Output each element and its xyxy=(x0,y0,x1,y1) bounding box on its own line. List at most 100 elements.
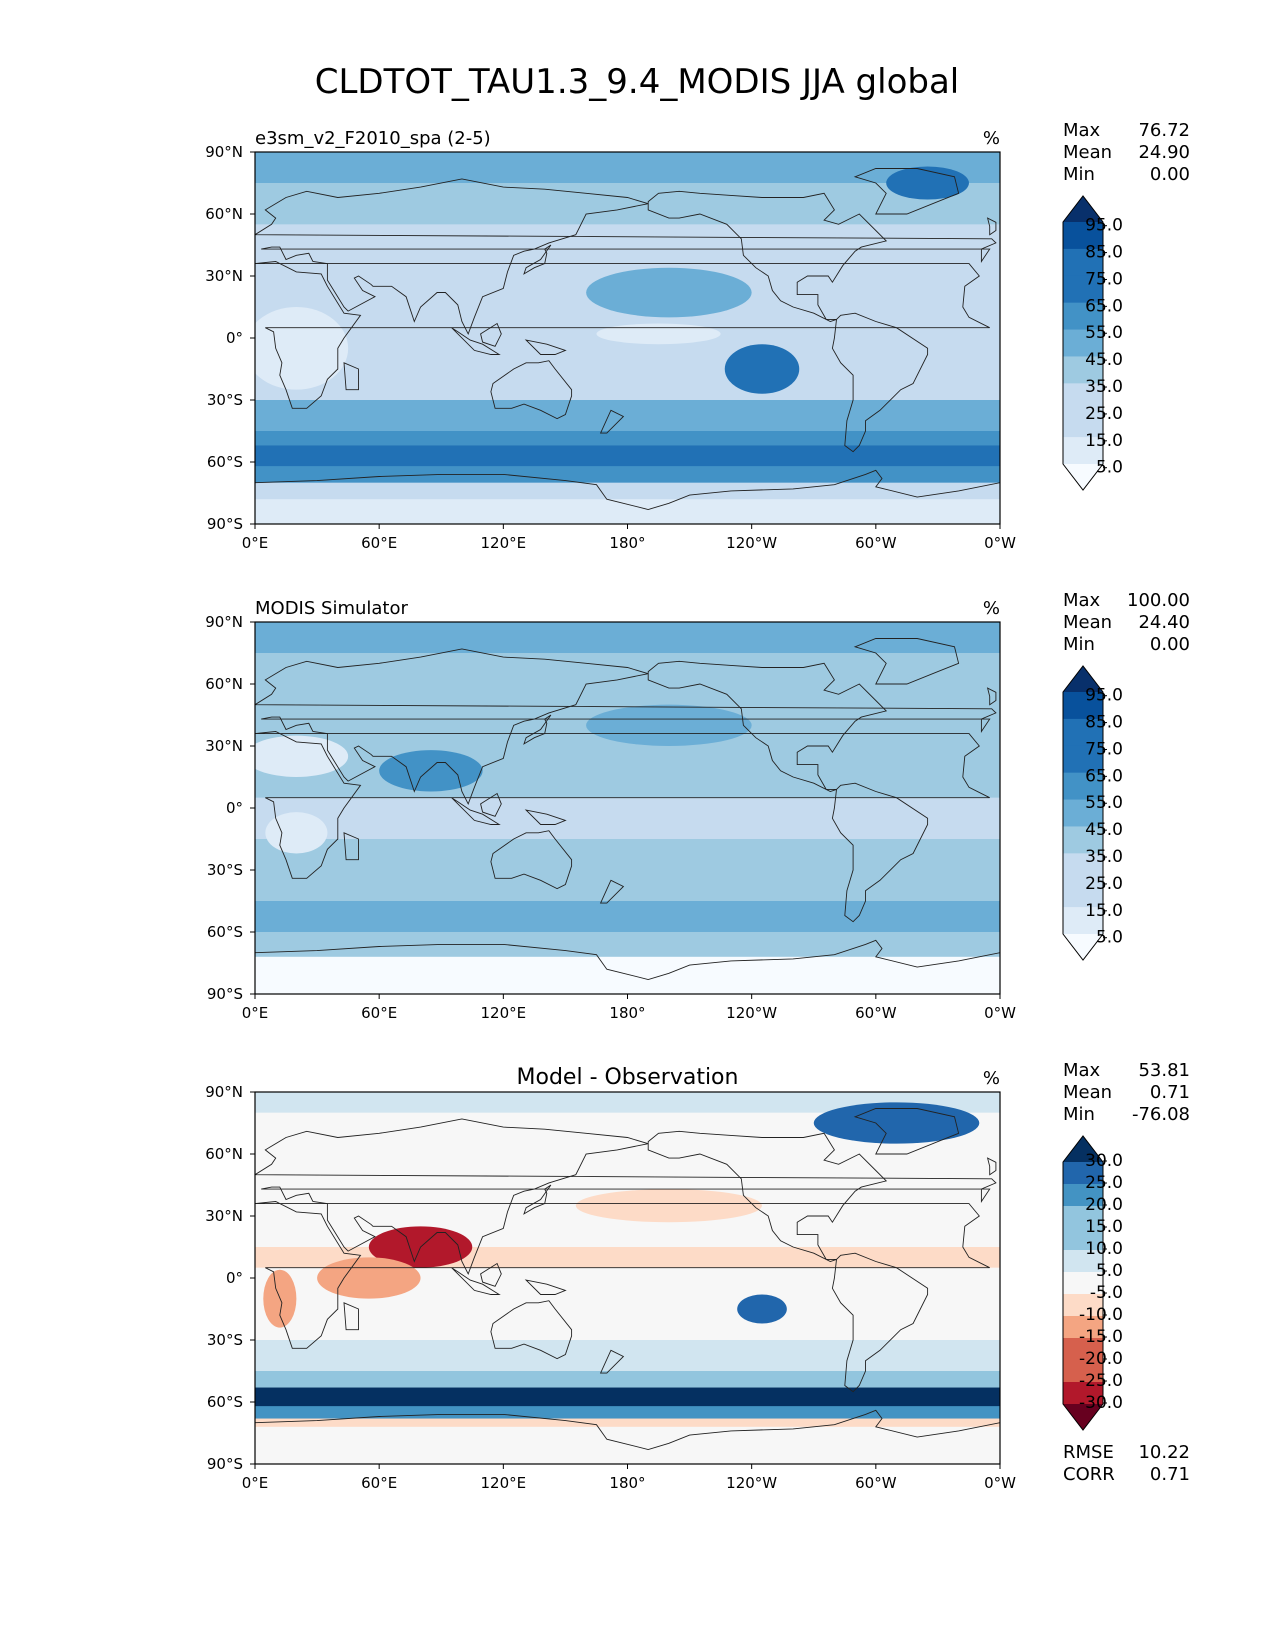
field-band xyxy=(255,152,1000,184)
figure-title: CLDTOT_TAU1.3_9.4_MODIS JJA global xyxy=(315,62,960,102)
lon-tick-label: 0°W xyxy=(984,1004,1016,1022)
coastline xyxy=(255,1118,997,1276)
field-band xyxy=(255,1092,1000,1114)
colorbar-tick-label: 15.0 xyxy=(1085,431,1123,451)
colorbar-tick-label: 5.0 xyxy=(1096,1261,1123,1281)
field-band xyxy=(255,622,1000,654)
colorbar-bin xyxy=(1063,302,1103,331)
field-feature xyxy=(317,1257,421,1299)
colorbar-bin xyxy=(1063,1250,1103,1273)
colorbar-extend-max xyxy=(1063,1136,1103,1162)
extra-stat-value: 0.71 xyxy=(1150,1464,1190,1485)
lon-tick-label: 0°E xyxy=(242,1004,269,1022)
lat-tick-label: 60°N xyxy=(205,1145,243,1163)
stat-label: Max xyxy=(1063,1060,1101,1081)
colorbar-tick-label: -10.0 xyxy=(1079,1305,1123,1325)
coastline xyxy=(255,1201,990,1349)
coastline xyxy=(599,1349,625,1374)
coastline xyxy=(986,217,997,236)
colorbar-bin xyxy=(1063,718,1103,747)
coastline xyxy=(986,687,997,706)
field-band xyxy=(255,1387,1000,1407)
field-band xyxy=(255,1340,1000,1372)
colorbar-tick-label: -30.0 xyxy=(1079,1393,1123,1413)
colorbar-tick-label: 85.0 xyxy=(1085,713,1123,733)
colorbar-tick-label: 25.0 xyxy=(1085,1173,1123,1193)
panel-3: Model - Observation % 90°N 60°N 30°N 0° 30°S 60… xyxy=(205,1060,1190,1492)
colorbar-bin xyxy=(1063,248,1103,277)
lon-tick-label: 120°E xyxy=(481,534,527,552)
coastline xyxy=(343,1302,359,1331)
stat-value: 100.00 xyxy=(1127,590,1190,611)
lat-tick-label: 90°S xyxy=(207,1455,243,1473)
field-band xyxy=(255,932,1000,958)
coastline xyxy=(451,327,501,355)
colorbar-tick-label: 10.0 xyxy=(1085,1239,1123,1259)
colorbar-outline xyxy=(1062,195,1104,491)
colorbar-outline xyxy=(1062,1135,1104,1431)
coastline xyxy=(255,731,990,879)
colorbar-tick-label: -25.0 xyxy=(1079,1371,1123,1391)
lat-tick-label: 90°N xyxy=(205,613,243,631)
lon-tick-label: 120°W xyxy=(726,1004,777,1022)
colorbar-bin xyxy=(1063,799,1103,827)
coastline xyxy=(853,1108,960,1155)
lon-tick-label: 60°E xyxy=(361,534,397,552)
coastline xyxy=(490,830,573,890)
lon-tick-label: 180° xyxy=(609,1004,645,1022)
lon-tick-label: 60°W xyxy=(855,1004,897,1022)
lat-tick-label: 90°S xyxy=(207,515,243,533)
coastline xyxy=(451,797,501,825)
field-band xyxy=(255,839,1000,871)
colorbar-bin xyxy=(1063,1228,1103,1251)
stat-label: Min xyxy=(1063,1104,1095,1125)
lon-tick-label: 60°E xyxy=(361,1474,397,1492)
colorbar-tick-label: 65.0 xyxy=(1085,296,1123,316)
lon-tick-label: 180° xyxy=(609,1474,645,1492)
field-feature xyxy=(586,704,752,746)
units-label: % xyxy=(983,128,1000,149)
units-label: % xyxy=(983,598,1000,619)
stat-value: 24.90 xyxy=(1138,142,1190,163)
field-feature xyxy=(737,1294,787,1324)
lon-tick-label: 120°W xyxy=(726,1474,777,1492)
colorbar-outline xyxy=(1062,665,1104,961)
colorbar-extend-max xyxy=(1063,666,1103,692)
lat-tick-label: 30°S xyxy=(207,861,243,879)
coastline xyxy=(480,792,502,817)
stat-value: 0.00 xyxy=(1150,164,1190,185)
colorbar-bin xyxy=(1063,275,1103,304)
lat-tick-label: 60°N xyxy=(205,205,243,223)
field-feature xyxy=(255,307,349,390)
colorbar-tick-label: 65.0 xyxy=(1085,766,1123,786)
colorbar-tick-label: 95.0 xyxy=(1085,686,1123,706)
colorbar-tick-label: 15.0 xyxy=(1085,901,1123,921)
colorbar-bin xyxy=(1063,692,1103,720)
colorbar-bin xyxy=(1063,222,1103,250)
field-band xyxy=(255,1426,1000,1464)
field-band xyxy=(255,224,1000,277)
field-band xyxy=(255,653,1000,695)
colorbar-tick-label: 25.0 xyxy=(1085,404,1123,424)
colorbar-tick-label: 15.0 xyxy=(1085,1217,1123,1237)
field-band xyxy=(255,369,1000,401)
coastline xyxy=(599,879,625,904)
colorbar: 95.0 85.0 75.0 65.0 55.0 45.0 35.0 25.0 15.0 5.0 xyxy=(1062,665,1123,961)
colorbar-bin xyxy=(1063,1272,1103,1295)
stat-value: 0.00 xyxy=(1150,634,1190,655)
colorbar-extend-min xyxy=(1063,934,1103,960)
colorbar-bin xyxy=(1063,356,1103,384)
coastline xyxy=(255,178,997,336)
extra-stat-label: CORR xyxy=(1063,1464,1115,1485)
coastline xyxy=(524,1279,567,1295)
coastline xyxy=(255,469,1000,524)
colorbar-bin xyxy=(1063,772,1103,801)
field-band xyxy=(255,431,1000,446)
field-band xyxy=(255,482,1000,500)
stat-label: Mean xyxy=(1063,612,1112,633)
lat-tick-label: 0° xyxy=(226,329,243,347)
coastline xyxy=(647,190,888,322)
colorbar-tick-label: -5.0 xyxy=(1090,1283,1123,1303)
colorbar-bin xyxy=(1063,383,1103,411)
